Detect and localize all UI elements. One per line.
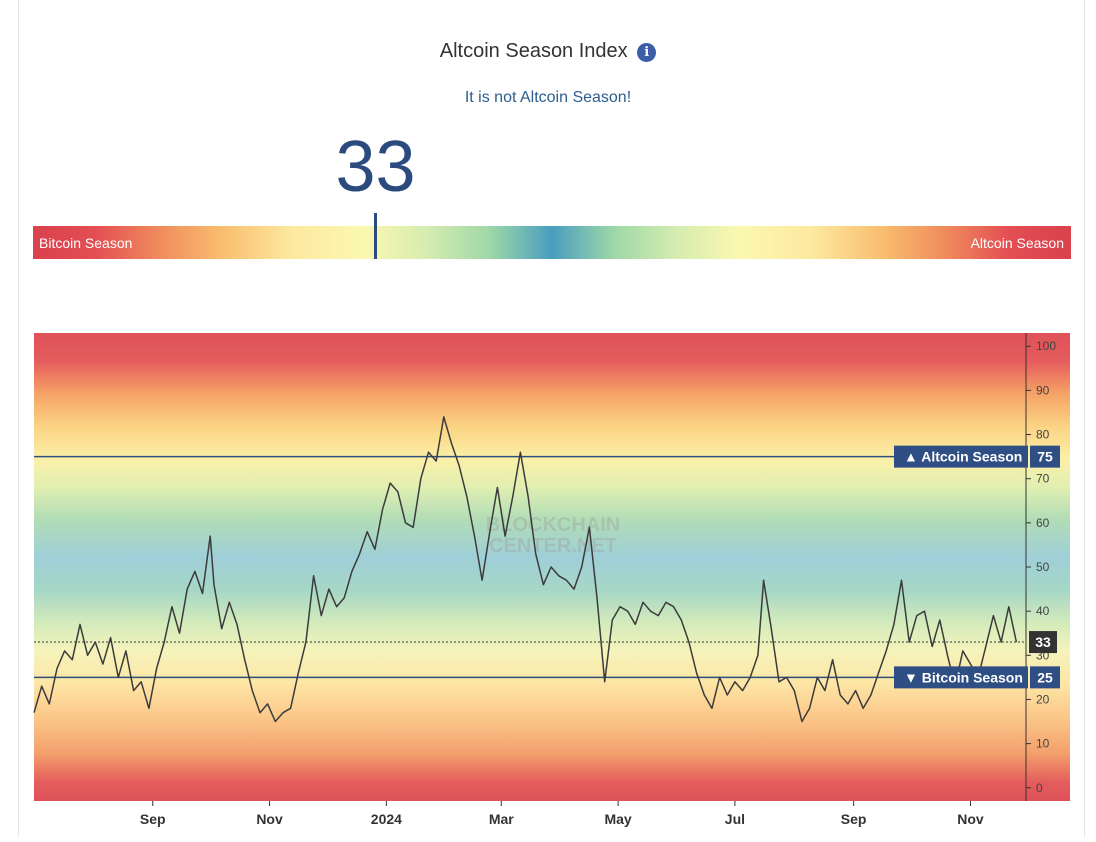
y-tick-label: 60 bbox=[1036, 516, 1050, 530]
y-tick-label: 20 bbox=[1036, 692, 1050, 706]
watermark-line-1: BLOCKCHAIN bbox=[486, 514, 620, 536]
x-tick-label: Nov bbox=[256, 811, 283, 827]
x-tick-label: 2024 bbox=[371, 811, 402, 827]
x-tick-label: Sep bbox=[841, 811, 867, 827]
y-tick-label: 80 bbox=[1036, 428, 1050, 442]
threshold-badge-label: ▼ Bitcoin Season bbox=[904, 669, 1023, 685]
y-tick-label: 40 bbox=[1036, 604, 1050, 618]
page-title: Altcoin Season Index bbox=[439, 40, 628, 62]
x-tick-label: Jul bbox=[725, 811, 745, 827]
gauge-right-label: Altcoin Season bbox=[970, 235, 1064, 251]
x-tick-label: May bbox=[604, 811, 631, 827]
frame-left-border bbox=[18, 0, 19, 837]
gauge-marker bbox=[374, 213, 378, 259]
y-tick-label: 100 bbox=[1036, 339, 1056, 353]
frame-right-border bbox=[1084, 0, 1085, 837]
threshold-value-label: 75 bbox=[1037, 449, 1053, 465]
x-tick-label: Mar bbox=[489, 811, 514, 827]
index-value: 33 bbox=[335, 127, 416, 207]
threshold-badge-label: ▲ Altcoin Season bbox=[904, 449, 1022, 465]
threshold-badge-25 bbox=[894, 666, 1028, 689]
info-icon[interactable]: i bbox=[637, 43, 657, 62]
y-axis-area bbox=[1026, 333, 1070, 801]
season-gauge-bar: Bitcoin Season Altcoin Season bbox=[33, 226, 1071, 259]
current-value-badge bbox=[1029, 631, 1057, 654]
y-tick-label: 50 bbox=[1036, 560, 1050, 574]
x-axis-area bbox=[34, 801, 1070, 833]
gauge-left-label: Bitcoin Season bbox=[39, 235, 133, 251]
x-tick-label: Sep bbox=[140, 811, 166, 827]
threshold-value-label: 25 bbox=[1037, 669, 1053, 685]
y-tick-label: 90 bbox=[1036, 383, 1050, 397]
threshold-value-box bbox=[1030, 445, 1060, 468]
current-value-label: 33 bbox=[1035, 634, 1051, 650]
season-status-text: It is not Altcoin Season! bbox=[464, 89, 632, 106]
y-tick-label: 10 bbox=[1036, 737, 1050, 751]
threshold-badge-75 bbox=[894, 445, 1028, 468]
index-series-line bbox=[33, 416, 1018, 723]
watermark-line-2: CENTER.NET bbox=[489, 535, 617, 557]
index-title-row: Altcoin Season Index i bbox=[0, 40, 1096, 63]
threshold-value-box bbox=[1030, 666, 1060, 689]
y-tick-label: 0 bbox=[1036, 781, 1043, 795]
x-tick-label: Nov bbox=[957, 811, 984, 827]
chart-background-bands bbox=[34, 333, 1026, 801]
y-tick-label: 70 bbox=[1036, 472, 1050, 486]
